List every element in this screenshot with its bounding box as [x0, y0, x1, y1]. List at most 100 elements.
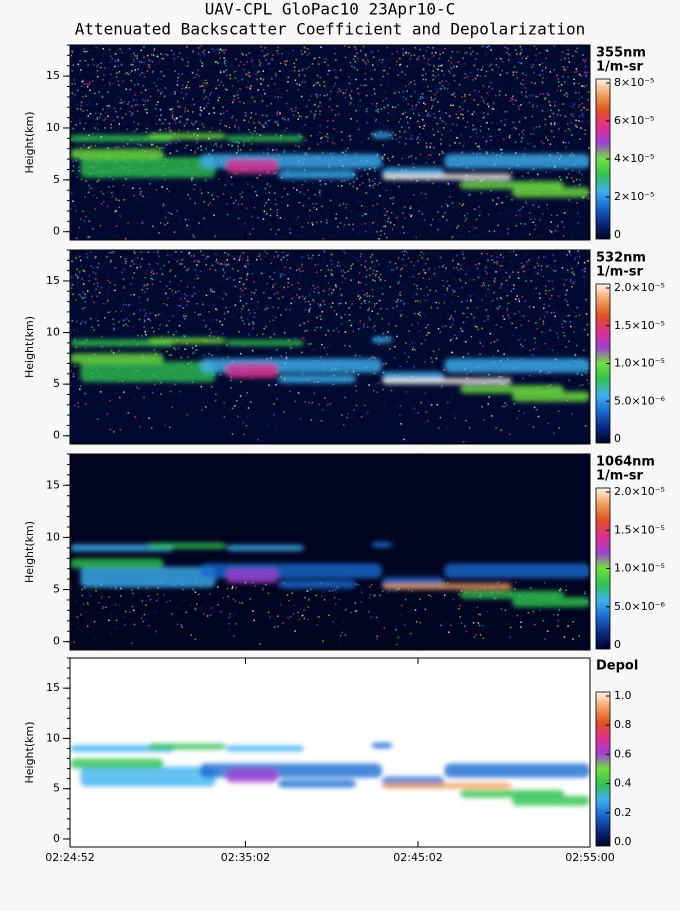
- speckle: [110, 56, 112, 58]
- speckle: [307, 315, 309, 317]
- speckle: [556, 101, 558, 103]
- speckle: [530, 142, 532, 144]
- speckle: [123, 325, 125, 327]
- speckle: [532, 281, 534, 283]
- speckle: [324, 347, 326, 349]
- speckle: [428, 266, 430, 268]
- speckle: [329, 294, 331, 296]
- speckle: [451, 294, 453, 296]
- speckle: [312, 285, 314, 287]
- speckle: [92, 303, 94, 305]
- speckle: [382, 318, 384, 320]
- speckle: [234, 320, 236, 322]
- speckle: [564, 58, 566, 60]
- speckle: [114, 251, 116, 253]
- speckle: [449, 145, 451, 147]
- speckle: [568, 315, 570, 317]
- speckle: [373, 56, 375, 58]
- speckle: [477, 75, 479, 77]
- speckle: [543, 93, 545, 95]
- speckle: [425, 393, 427, 395]
- speckle: [463, 118, 465, 120]
- speckle: [374, 330, 376, 332]
- speckle: [276, 215, 278, 217]
- speckle: [355, 79, 357, 81]
- speckle: [83, 145, 85, 147]
- speckle: [478, 263, 480, 265]
- speckle: [332, 138, 334, 140]
- speckle: [583, 59, 585, 61]
- speckle: [468, 137, 470, 139]
- speckle: [246, 54, 248, 56]
- speckle: [471, 313, 473, 315]
- speckle: [294, 150, 296, 152]
- speckle: [348, 224, 350, 226]
- speckle: [417, 288, 419, 290]
- speckle: [378, 264, 380, 266]
- speckle: [492, 146, 494, 148]
- speckle: [529, 216, 531, 218]
- speckle: [512, 84, 514, 86]
- cloud: [372, 132, 393, 138]
- speckle: [253, 309, 255, 311]
- speckle: [328, 70, 330, 72]
- speckle: [366, 295, 368, 297]
- speckle: [544, 124, 546, 126]
- speckle: [284, 61, 286, 63]
- speckle: [431, 99, 433, 101]
- speckle: [579, 179, 581, 181]
- speckle: [307, 48, 309, 50]
- speckle: [125, 69, 127, 71]
- speckle: [100, 348, 102, 350]
- speckle: [247, 94, 249, 96]
- speckle: [150, 178, 152, 180]
- speckle: [550, 221, 552, 223]
- speckle: [320, 347, 322, 349]
- speckle: [464, 63, 466, 65]
- speckle: [485, 271, 487, 273]
- speckle: [543, 313, 545, 315]
- speckle: [265, 309, 267, 311]
- speckle: [270, 208, 272, 210]
- speckle: [244, 119, 246, 121]
- speckle: [353, 105, 355, 107]
- image: [70, 45, 591, 241]
- speckle: [537, 105, 539, 107]
- speckle: [327, 212, 329, 214]
- speckle: [567, 269, 569, 271]
- speckle: [335, 184, 337, 186]
- speckle: [379, 59, 381, 61]
- speckle: [236, 260, 238, 262]
- speckle: [558, 110, 560, 112]
- speckle: [307, 255, 309, 257]
- speckle: [510, 100, 512, 102]
- speckle: [573, 181, 575, 183]
- speckle: [506, 196, 508, 198]
- speckle: [289, 391, 291, 393]
- speckle: [442, 216, 444, 218]
- speckle: [459, 106, 461, 108]
- speckle: [333, 85, 335, 87]
- speckle: [268, 51, 270, 53]
- speckle: [421, 89, 423, 91]
- speckle: [108, 312, 110, 314]
- speckle: [238, 411, 240, 413]
- speckle: [174, 58, 176, 60]
- speckle: [444, 294, 446, 296]
- speckle: [161, 130, 163, 132]
- speckle: [305, 152, 307, 154]
- speckle: [417, 112, 419, 114]
- speckle: [466, 218, 468, 220]
- speckle: [509, 135, 511, 137]
- speckle: [73, 64, 75, 66]
- speckle: [81, 102, 83, 104]
- speckle: [361, 416, 363, 418]
- speckle: [186, 93, 188, 95]
- speckle: [548, 280, 550, 282]
- speckle: [562, 130, 564, 132]
- speckle: [539, 126, 541, 128]
- speckle: [457, 190, 459, 192]
- speckle: [145, 89, 147, 91]
- speckle: [419, 350, 421, 352]
- speckle: [118, 60, 120, 62]
